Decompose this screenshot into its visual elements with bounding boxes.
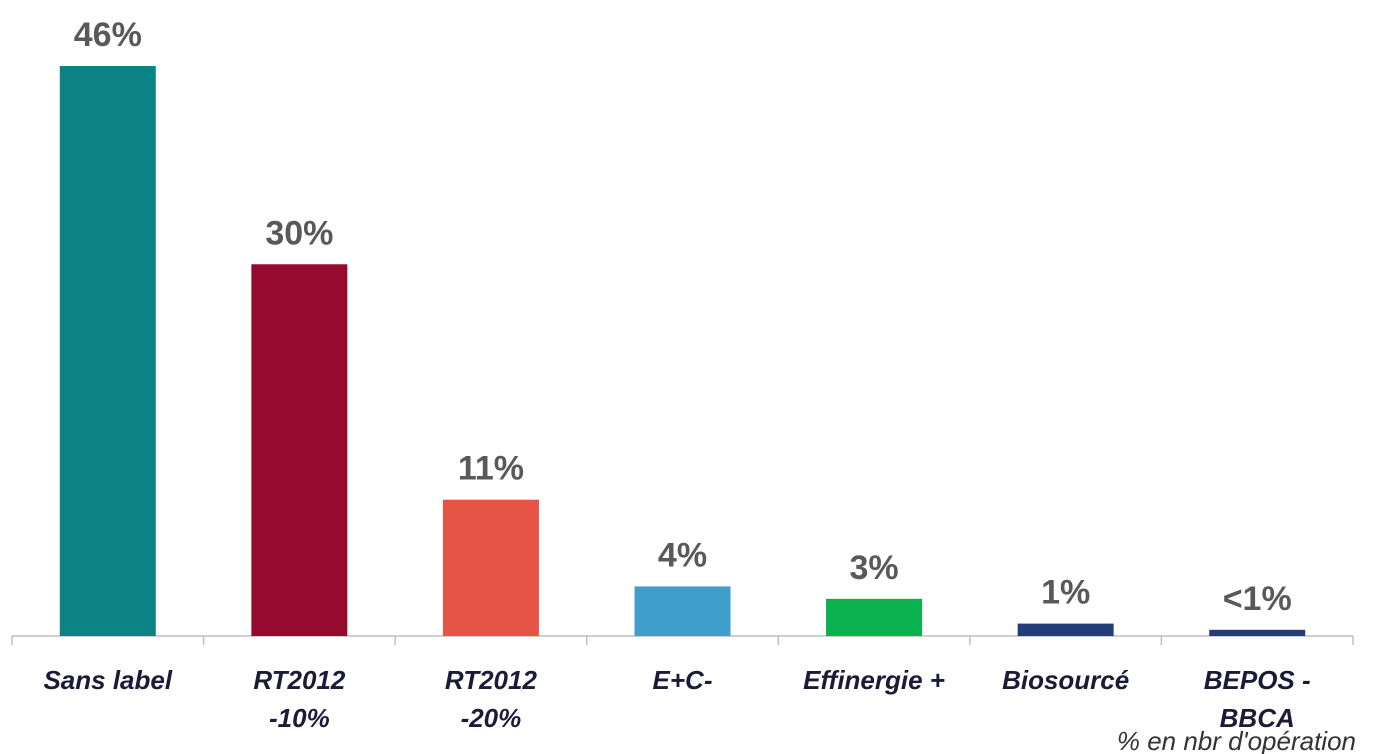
x-tick-label: RT2012 -20% bbox=[445, 665, 538, 733]
value-label: 46% bbox=[74, 16, 142, 54]
x-tick-label: Sans label bbox=[43, 665, 172, 695]
chart-note: % en nbr d'opération bbox=[1117, 726, 1356, 754]
x-tick-label: BEPOS -BBCA bbox=[1204, 665, 1311, 733]
value-label: 30% bbox=[265, 214, 333, 252]
value-label: 3% bbox=[850, 549, 899, 587]
bar bbox=[826, 598, 923, 636]
bar bbox=[634, 586, 731, 636]
x-tick-label: Effinergie + bbox=[803, 665, 945, 695]
value-label: 4% bbox=[658, 536, 707, 574]
bar bbox=[442, 499, 539, 636]
x-tick-label: Biosourcé bbox=[1002, 665, 1129, 695]
bar bbox=[251, 264, 348, 636]
value-label: 11% bbox=[458, 450, 524, 488]
value-label: <1% bbox=[1223, 580, 1292, 618]
x-tick-label: RT2012 -10% bbox=[253, 665, 346, 733]
bar bbox=[1209, 629, 1306, 636]
bar bbox=[59, 66, 156, 636]
x-tick-label: E+C- bbox=[653, 665, 713, 695]
value-label: 1% bbox=[1041, 574, 1090, 612]
bar bbox=[1017, 623, 1114, 636]
